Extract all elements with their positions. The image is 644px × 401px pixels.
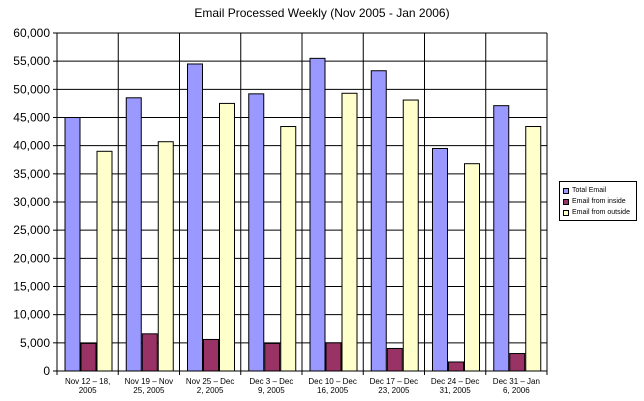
x-tick-label: Dec 17 – Dec 23, 2005: [370, 377, 418, 395]
x-tick-label: Dec 10 – Dec 16, 2005: [308, 377, 356, 395]
y-tick-label: 20,000: [13, 251, 50, 265]
x-tick-label: Dec 31 – Jan 6, 2006: [493, 377, 540, 395]
bar: [386, 347, 403, 372]
y-tick-label: 50,000: [13, 82, 50, 96]
y-tick-label: 5,000: [20, 336, 50, 350]
legend-label: Email from outside: [572, 209, 630, 216]
y-tick-label: 40,000: [13, 139, 50, 153]
x-tick-label-line: Nov 25 – Dec: [186, 377, 234, 386]
x-tick-label-line: Nov 12 – 18,: [65, 377, 110, 386]
y-tick-label: 55,000: [13, 54, 50, 68]
bar: [370, 70, 387, 372]
legend-label: Email from inside: [572, 198, 626, 205]
x-tick-label: Nov 12 – 18, 2005: [65, 377, 110, 395]
x-tick-label: Nov 25 – Dec 2, 2005: [186, 377, 234, 395]
x-tick-label-line: 23, 2005: [378, 386, 410, 395]
bar: [80, 342, 97, 372]
x-tick-label-line: Nov 19 – Nov: [125, 377, 173, 386]
legend-swatch: [563, 198, 569, 205]
bar: [264, 342, 281, 372]
bar: [248, 93, 265, 372]
bar: [219, 102, 235, 372]
bar: [509, 353, 526, 372]
bar: [432, 147, 448, 372]
legend-item: Email from inside: [563, 196, 636, 207]
bar: [125, 97, 142, 372]
y-tick-label: 60,000: [13, 26, 50, 40]
x-tick-label: Dec 24 – Dec 31, 2005: [431, 377, 479, 395]
legend-item: Total Email: [563, 185, 636, 196]
x-tick-label-line: Dec 10 – Dec: [308, 377, 356, 386]
bar: [203, 338, 219, 372]
x-tick-label-line: 2005: [79, 386, 97, 395]
x-tick-label-line: 25, 2005: [133, 386, 165, 395]
chart-title: Email Processed Weekly (Nov 2005 - Jan 2…: [194, 6, 450, 20]
bar: [157, 141, 174, 372]
legend-swatch: [563, 209, 569, 216]
y-tick-label: 10,000: [13, 308, 50, 322]
x-tick-label-line: 2, 2005: [197, 386, 224, 395]
bar: [187, 63, 203, 372]
legend-item: Email from outside: [563, 207, 636, 218]
legend-swatch: [563, 187, 569, 194]
y-tick-label: 25,000: [13, 223, 50, 237]
bar: [309, 57, 326, 372]
y-tick-label: 0: [43, 364, 50, 378]
legend-label: Total Email: [572, 187, 607, 194]
x-tick-label-line: 31, 2005: [440, 386, 472, 395]
bar: [64, 117, 81, 372]
y-tick-label: 15,000: [13, 280, 50, 294]
bar: [448, 361, 464, 372]
x-tick-label-line: 16, 2005: [317, 386, 349, 395]
bar: [341, 92, 358, 372]
y-tick-label: 30,000: [13, 195, 50, 209]
x-tick-label: Nov 19 – Nov 25, 2005: [125, 377, 173, 395]
x-tick-label-line: Dec 31 – Jan: [493, 377, 540, 386]
bar: [493, 105, 510, 372]
bar: [96, 150, 113, 372]
y-tick-label: 45,000: [13, 111, 50, 125]
x-tick-label-line: Dec 17 – Dec: [370, 377, 418, 386]
legend: Total Email Email from inside Email from o…: [559, 181, 637, 221]
bar: [141, 333, 158, 372]
x-tick-label-line: 6, 2006: [503, 386, 530, 395]
bar: [402, 99, 419, 372]
bar: [280, 126, 297, 372]
x-tick-label: Dec 3 – Dec 9, 2005: [249, 377, 293, 395]
x-tick-label-line: Dec 24 – Dec: [431, 377, 479, 386]
bar: [325, 342, 342, 372]
y-tick-label: 35,000: [13, 167, 50, 181]
x-tick-label-line: Dec 3 – Dec: [249, 377, 293, 386]
bar: [464, 163, 480, 372]
bar: [525, 126, 542, 372]
x-tick-label-line: 9, 2005: [258, 386, 285, 395]
